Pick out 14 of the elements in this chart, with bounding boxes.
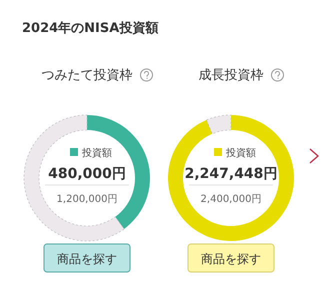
text: 2024年のNISA投資額 bbox=[22, 20, 158, 36]
legend-label: 投資額 bbox=[225, 147, 256, 159]
text: 商品を探す bbox=[57, 252, 117, 266]
donut-slice bbox=[168, 115, 294, 241]
text: 商品を探す bbox=[201, 252, 261, 266]
text: 2,400,000円 bbox=[200, 194, 262, 205]
data-label: 2,247,448円 bbox=[184, 166, 278, 182]
data-label: 480,000円 bbox=[48, 166, 126, 182]
text: 1,200,000円 bbox=[56, 194, 118, 205]
chart-title: つみたて投資枠 bbox=[42, 68, 132, 83]
chart-title: 成長投資枠 bbox=[198, 68, 264, 83]
donut-slice bbox=[206, 114, 232, 134]
legend-label: 投資額 bbox=[81, 147, 112, 159]
donut-slice bbox=[24, 114, 124, 242]
